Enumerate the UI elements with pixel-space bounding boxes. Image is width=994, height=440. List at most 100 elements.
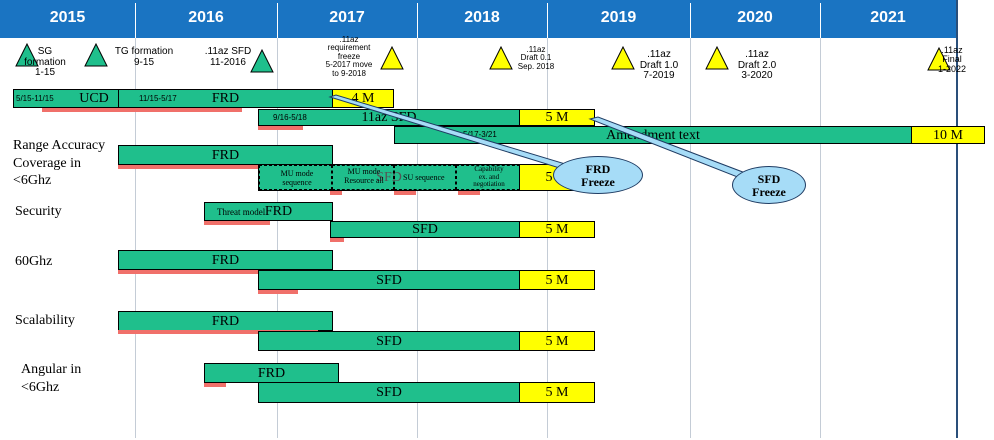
milestone-sfd-label: .11az SFD 11-2016 bbox=[204, 46, 252, 68]
amendment-label: Amendment text bbox=[606, 128, 700, 143]
progress-underline bbox=[204, 221, 270, 225]
right-border bbox=[956, 0, 958, 438]
triangle-icon bbox=[15, 42, 39, 67]
ghz60-frd-label: FRD bbox=[211, 253, 240, 268]
ang-sfd-label: SFD bbox=[376, 385, 402, 400]
ang-frd-label: FRD bbox=[257, 366, 286, 381]
grid-line bbox=[690, 38, 691, 438]
range-sfd-label: SFD bbox=[376, 170, 402, 185]
amendment-bar: 5/17-3/21 Amendment text bbox=[394, 126, 912, 144]
mu-sequence-label: MU mode sequence bbox=[280, 169, 314, 187]
frd-label: FRD bbox=[211, 91, 240, 106]
sfd-date: 9/16-5/18 bbox=[273, 113, 307, 122]
m4-label: 4 M bbox=[351, 91, 375, 106]
triangle-icon bbox=[380, 45, 404, 70]
grid-line bbox=[135, 38, 136, 438]
ang-m5-bar: 5 M bbox=[519, 382, 595, 403]
grid-line bbox=[417, 38, 418, 438]
milestone-tg-label: TG formation 9-15 bbox=[114, 46, 174, 68]
category-angular: Angular in <6Ghz bbox=[21, 362, 82, 395]
mu-sequence-box: MU mode sequence bbox=[259, 165, 332, 190]
threat-model-label: Threat model bbox=[217, 207, 266, 217]
category-range-accuracy: Range Accuracy Coverage in <6Ghz bbox=[13, 138, 106, 188]
category-scalability: Scalability bbox=[15, 313, 75, 328]
ang-frd-bar: FRD bbox=[204, 363, 339, 383]
range-frd-label: FRD bbox=[211, 148, 240, 163]
milestone-markers bbox=[15, 42, 951, 73]
sfd-bar: 9/16-5/18 11az SFD bbox=[258, 109, 520, 126]
capability-box: Capability ex. and negotiation bbox=[456, 165, 520, 190]
triangle-icon bbox=[705, 45, 729, 70]
progress-underline bbox=[258, 290, 298, 294]
ghz60-frd-bar: FRD bbox=[118, 250, 333, 270]
progress-underline bbox=[204, 383, 226, 387]
mu-resource-box: MU mode Resource all bbox=[332, 165, 394, 190]
triangle-icon bbox=[611, 45, 635, 70]
triangle-icon bbox=[84, 42, 108, 67]
year-2016: 2016 bbox=[188, 9, 224, 26]
ghz60-sfd-bar: SFD bbox=[258, 270, 520, 290]
m5-label: 5 M bbox=[545, 110, 569, 125]
su-sequence-box: SU sequence bbox=[394, 165, 456, 190]
milestone-d01-label: .11az Draft 0.1 Sep. 2018 bbox=[517, 45, 555, 71]
ucd-date: 5/15-11/15 bbox=[16, 94, 54, 103]
ghz60-sfd-label: SFD bbox=[376, 273, 402, 288]
milestone-d20-label: .11az Draft 2.0 3-2020 bbox=[737, 49, 777, 81]
progress-underline bbox=[42, 108, 242, 112]
progress-underline bbox=[258, 126, 303, 130]
ucd-label: UCD bbox=[79, 91, 109, 106]
year-divider bbox=[277, 3, 278, 38]
frd-bar: 11/15-5/17 FRD bbox=[118, 89, 333, 108]
progress-underline bbox=[394, 191, 416, 195]
sfd-freeze-callout: SFD Freeze bbox=[732, 166, 806, 204]
m10-label: 10 M bbox=[933, 128, 963, 143]
scal-m5-label: 5 M bbox=[545, 334, 569, 349]
scal-m5-bar: 5 M bbox=[519, 331, 595, 351]
year-2020: 2020 bbox=[737, 9, 773, 26]
year-2015: 2015 bbox=[49, 9, 86, 26]
milestone-final-label: .11az Final 1-2022 bbox=[937, 45, 967, 74]
category-60ghz: 60Ghz bbox=[15, 254, 53, 269]
progress-underline bbox=[458, 191, 480, 195]
triangle-icon bbox=[250, 48, 274, 73]
year-divider bbox=[690, 3, 691, 38]
mu-resource-label: MU mode Resource all bbox=[344, 167, 384, 185]
security-frd-label: FRD bbox=[264, 204, 293, 219]
year-divider bbox=[135, 3, 136, 38]
ucd-bar: 5/15-11/15 UCD bbox=[13, 89, 119, 108]
milestone-sg-label: SG formation 1-15 bbox=[24, 46, 66, 78]
year-2019: 2019 bbox=[600, 9, 637, 26]
year-divider bbox=[547, 3, 548, 38]
year-2018: 2018 bbox=[464, 9, 500, 26]
security-sfd-bar: SFD bbox=[330, 221, 520, 238]
m4-bar: 4 M bbox=[332, 89, 394, 108]
security-m5-label: 5 M bbox=[545, 222, 569, 237]
grid-line bbox=[820, 38, 821, 438]
scal-sfd-bar: SFD bbox=[258, 331, 520, 351]
ang-m5-label: 5 M bbox=[545, 385, 569, 400]
capability-label: Capability ex. and negotiation bbox=[473, 165, 505, 189]
range-frd-bar: FRD bbox=[118, 145, 333, 165]
ghz60-m5-bar: 5 M bbox=[519, 270, 595, 290]
grid-line bbox=[547, 38, 548, 438]
scal-frd-bar: FRD bbox=[118, 311, 333, 331]
frd-freeze-callout: FRD Freeze bbox=[553, 156, 643, 194]
ang-sfd-bar: SFD bbox=[258, 382, 520, 403]
category-security: Security bbox=[15, 204, 62, 219]
frd-date: 11/15-5/17 bbox=[139, 94, 177, 103]
year-2017: 2017 bbox=[329, 9, 365, 26]
year-divider bbox=[820, 3, 821, 38]
m5-bar: 5 M bbox=[519, 109, 595, 126]
scal-frd-label: FRD bbox=[211, 314, 240, 329]
progress-underline bbox=[118, 330, 318, 334]
ghz60-m5-label: 5 M bbox=[545, 273, 569, 288]
year-divider bbox=[417, 3, 418, 38]
m10-bar: 10 M bbox=[911, 126, 985, 144]
su-sequence-label: SU sequence bbox=[403, 173, 445, 182]
scal-sfd-label: SFD bbox=[376, 334, 402, 349]
triangle-icon bbox=[489, 45, 513, 70]
security-frd-bar: Threat model FRD bbox=[204, 202, 333, 221]
security-sfd-label: SFD bbox=[412, 222, 438, 237]
milestone-d10-label: .11az Draft 1.0 7-2019 bbox=[639, 49, 679, 81]
triangle-icon bbox=[927, 46, 951, 71]
